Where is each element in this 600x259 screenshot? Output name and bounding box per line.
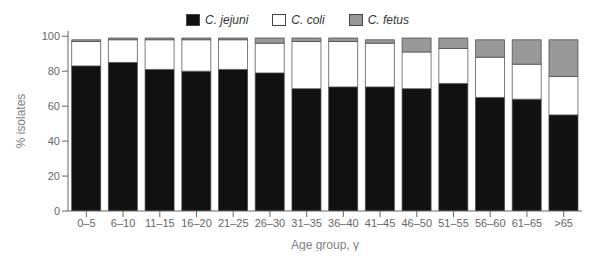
- svg-text:% isolates: % isolates: [14, 94, 28, 149]
- html-text:C. jejuni: C. jejuni: [205, 13, 249, 27]
- svg-text:Age group, y: Age group, y: [291, 238, 359, 251]
- svg-text:56–60: 56–60: [475, 217, 506, 229]
- svg-text:41–45: 41–45: [365, 217, 396, 229]
- html-text:C. coli: C. coli: [291, 13, 325, 27]
- svg-text:16–20: 16–20: [181, 217, 212, 229]
- svg-text:0–5: 0–5: [77, 217, 95, 229]
- svg-text:46–50: 46–50: [401, 217, 432, 229]
- svg-text:51–55: 51–55: [438, 217, 469, 229]
- svg-text:6–10: 6–10: [111, 217, 135, 229]
- svg-text:21–25: 21–25: [218, 217, 249, 229]
- html-text:C. fetus: C. fetus: [367, 13, 409, 27]
- svg-text:100: 100: [42, 30, 60, 42]
- svg-text:80: 80: [48, 65, 60, 77]
- svg-text:>65: >65: [554, 217, 573, 229]
- svg-text:11–15: 11–15: [145, 217, 175, 229]
- svg-text:20: 20: [48, 170, 60, 182]
- svg-text:0: 0: [54, 205, 60, 217]
- svg-text:26–30: 26–30: [255, 217, 286, 229]
- svg-text:40: 40: [48, 135, 60, 147]
- svg-text:31–35: 31–35: [291, 217, 322, 229]
- svg-text:36–40: 36–40: [328, 217, 359, 229]
- svg-text:60: 60: [48, 100, 60, 112]
- svg-text:61–65: 61–65: [512, 217, 543, 229]
